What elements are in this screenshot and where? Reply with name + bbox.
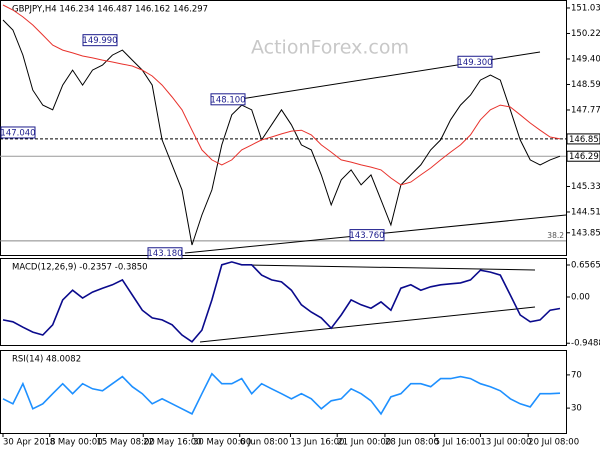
series-line [2, 4, 561, 186]
y-tick-label: -0.9488 [571, 339, 600, 349]
x-tick-label: 30 Apr 2018 [3, 438, 56, 448]
x-tick-label: 8 May 00:00 [50, 438, 103, 448]
y-tick-label: 151.035 [571, 3, 600, 13]
annotation-label: 149.990 [82, 36, 117, 46]
y-tick-label: 145.330 [571, 182, 600, 192]
annotation-label: 143.180 [147, 249, 182, 259]
annotation-box [457, 55, 493, 68]
price-label-box [566, 150, 600, 162]
y-tick-label: 147.775 [571, 105, 600, 115]
price-label-box [566, 133, 600, 145]
series-line [2, 261, 561, 343]
watermark: ActionForex.com [251, 37, 409, 59]
annotation-box [349, 229, 385, 242]
x-tick-label: 21 Jun 00:00 [337, 438, 391, 448]
price-label: 146.297 [569, 152, 600, 162]
x-tick-label: 22 May 16:00 [143, 438, 201, 448]
y-tick-label: 0.6565 [571, 260, 600, 270]
annotation-label: 148.100 [210, 95, 245, 105]
y-tick-label: 30 [571, 404, 582, 414]
y-tick-label: 150.220 [571, 29, 600, 39]
annotation-box [210, 93, 246, 106]
trend-line [199, 306, 536, 343]
y-tick-label: 148.590 [571, 80, 600, 90]
x-tick-label: 13 Jul 00:00 [480, 438, 531, 448]
y-tick-label: 0.00 [571, 292, 590, 302]
panel-title: RSI(14) 48.0082 [12, 355, 81, 365]
y-tick-label: 143.850 [571, 228, 600, 238]
x-tick-label: 5 Jul 16:00 [435, 438, 481, 448]
panel-title: MACD(12,26,9) -0.2357 -0.3850 [12, 263, 148, 273]
annotation-box [82, 34, 118, 47]
panel-frame [0, 258, 567, 346]
panel-title: GBPJPY,H4 146.234 146.487 146.162 146.29… [12, 5, 208, 15]
series-line [2, 19, 561, 246]
x-tick-label: 28 Jun 08:00 [385, 438, 439, 448]
annotation-label: 147.040 [0, 128, 35, 138]
y-tick-label: 70 [571, 370, 582, 380]
panel-frame [0, 350, 567, 434]
y-tick-label: 149.405 [571, 54, 600, 64]
x-tick-label: 6 Jun 08:00 [240, 438, 289, 448]
x-tick-label: 20 Jul 08:00 [528, 438, 579, 448]
x-tick-label: 30 May 00:00 [193, 438, 251, 448]
annotation-box [0, 126, 36, 139]
annotation-label: 143.760 [349, 231, 384, 241]
trend-line [249, 264, 536, 271]
y-tick-label: 144.515 [571, 207, 600, 217]
price-label: 146.850 [569, 135, 600, 145]
x-tick-label: 15 May 08:00 [96, 438, 154, 448]
annotation-label: 149.300 [457, 58, 492, 68]
series-line [2, 372, 561, 416]
x-tick-label: 13 Jun 16:00 [290, 438, 344, 448]
fib-label: 38.2 [547, 231, 564, 240]
